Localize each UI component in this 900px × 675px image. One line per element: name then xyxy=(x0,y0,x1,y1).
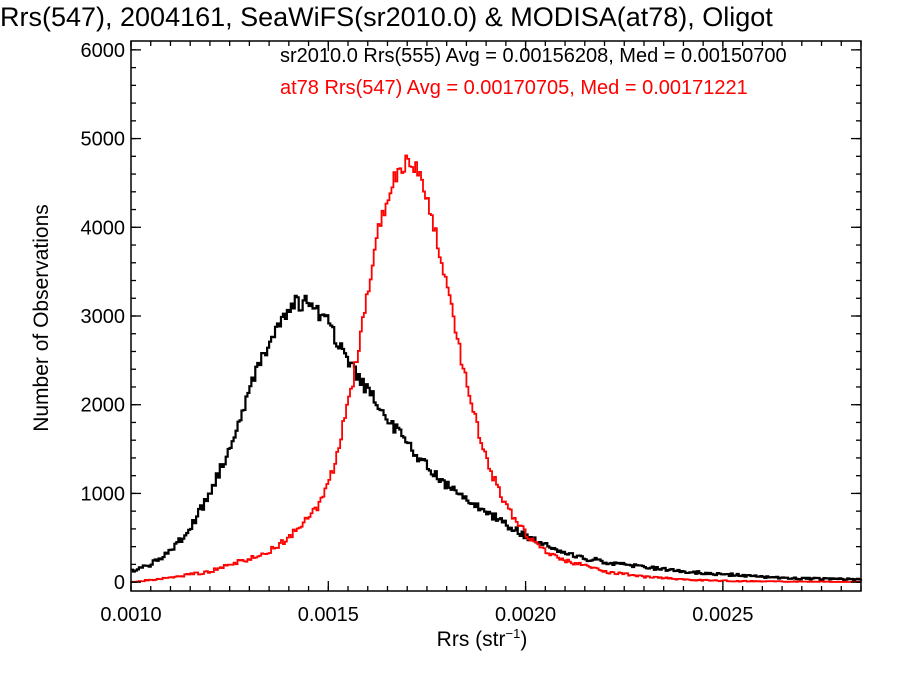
x-tick-label: 0.0010 xyxy=(100,604,161,626)
y-axis-label: Number of Observations xyxy=(30,204,53,432)
x-tick-label: 0.0020 xyxy=(495,604,556,626)
series-line-black xyxy=(131,294,863,582)
x-axis-label-superscript: −1 xyxy=(505,626,521,641)
x-tick-label: 0.0015 xyxy=(298,604,359,626)
legend-entry-black-series: sr2010.0 Rrs(555) Avg = 0.00156208, Med … xyxy=(280,45,787,67)
x-tick-label: 0.0025 xyxy=(692,604,753,626)
y-tick-label: 6000 xyxy=(81,40,126,62)
plot-frame xyxy=(130,40,862,592)
x-axis-label-close: ) xyxy=(520,628,528,651)
x-axis-label-main: Rrs (str xyxy=(436,628,506,651)
y-tick-label: 3000 xyxy=(81,306,126,328)
y-tick-label: 2000 xyxy=(81,395,126,417)
y-tick-label: 1000 xyxy=(81,483,126,505)
series-line-red xyxy=(131,154,862,583)
y-tick-label: 4000 xyxy=(81,217,126,239)
x-axis-label: Rrs (str−1) xyxy=(437,626,528,652)
legend-entry-red-series: at78 Rrs(547) Avg = 0.00170705, Med = 0.… xyxy=(280,77,748,99)
y-tick-label: 0 xyxy=(114,572,125,594)
y-tick-label: 5000 xyxy=(81,129,126,151)
chart-title: Rrs(547), 2004161, SeaWiFS(sr2010.0) & M… xyxy=(0,2,773,32)
